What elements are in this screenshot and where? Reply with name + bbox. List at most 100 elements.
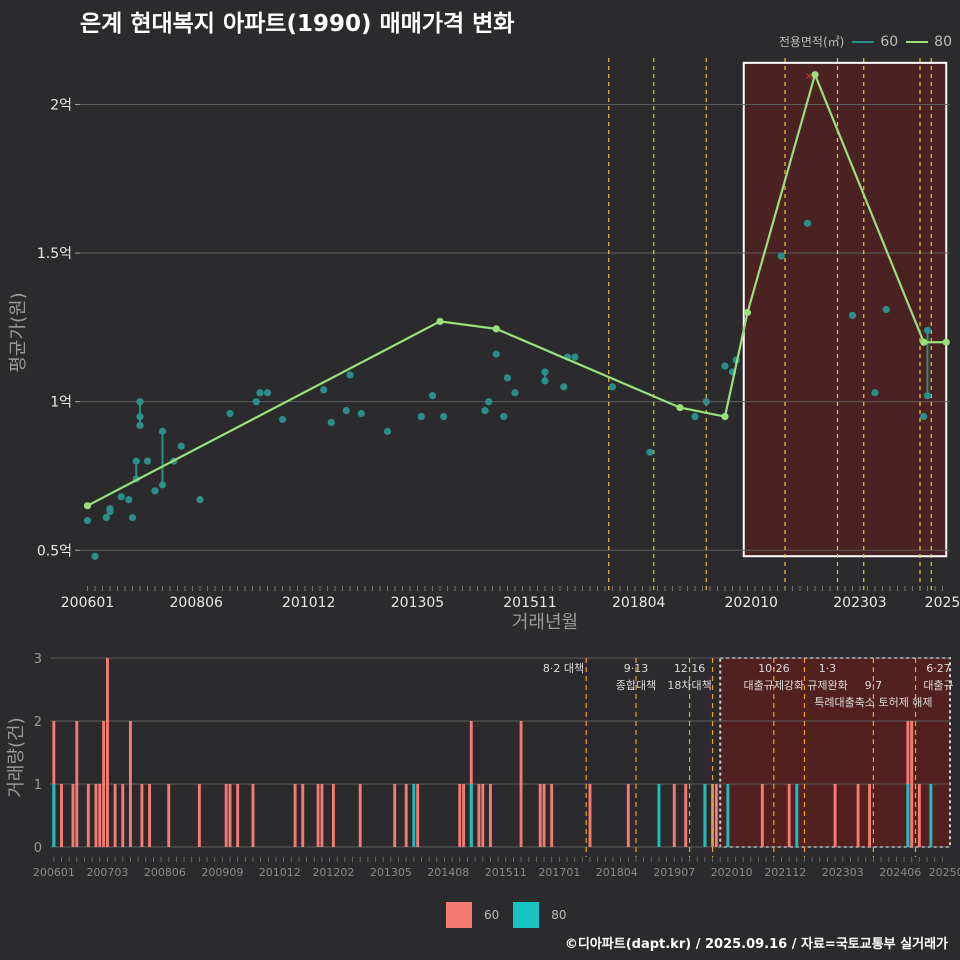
bar-60 bbox=[833, 784, 837, 847]
bar-80 bbox=[52, 784, 56, 847]
bar-60 bbox=[86, 784, 90, 847]
bar-60 bbox=[550, 784, 554, 847]
series-80-point bbox=[743, 308, 752, 317]
series-60-point bbox=[511, 389, 519, 397]
legend-top-title: 전용면적(㎡) bbox=[778, 35, 845, 49]
bar-60 bbox=[488, 784, 492, 847]
x-tick-label: 200806 bbox=[144, 866, 186, 879]
policy-label: 18차대책 bbox=[667, 679, 711, 692]
policy-label: 대출규제강화 bbox=[743, 679, 804, 692]
chart-title: 은계 현대복지 아파트(1990) 매매가격 변화 bbox=[80, 11, 515, 37]
series-60-point bbox=[541, 377, 549, 385]
bar-60 bbox=[197, 784, 201, 847]
peak-marker-icon: × bbox=[804, 70, 813, 83]
bar-60 bbox=[416, 784, 420, 847]
series-60-point bbox=[158, 427, 167, 435]
x-tick-label: 2025 bbox=[925, 595, 960, 611]
series-60-point bbox=[117, 493, 125, 501]
bar-60 bbox=[228, 784, 232, 847]
legend-swatch-60-icon bbox=[446, 902, 472, 928]
bar-60 bbox=[301, 784, 305, 847]
x-tick-label: 202112 bbox=[764, 866, 806, 879]
legend-bottom: 60 80 bbox=[446, 902, 581, 928]
series-60-point bbox=[83, 516, 92, 525]
bar-60 bbox=[224, 784, 228, 847]
bar-60 bbox=[251, 784, 255, 847]
bar-80 bbox=[929, 784, 933, 847]
legend-top-label-60: 60 bbox=[880, 33, 899, 50]
policy-label: 9·7 bbox=[865, 679, 883, 692]
series-60-point bbox=[143, 457, 152, 465]
bar-60 bbox=[787, 784, 791, 847]
y-tick-label: 1.5억 bbox=[37, 246, 72, 262]
bar-60 bbox=[868, 784, 872, 847]
legend-top-label-80: 80 bbox=[934, 33, 952, 50]
series-60-point bbox=[481, 406, 489, 415]
volume-chart: 0 1 2 3 8·2 대책 9·13 종합대책 12·16 18차대책 10·26 대출규제강화 1… bbox=[6, 652, 960, 879]
x-tick-label: 201305 bbox=[391, 595, 444, 611]
x-tick-label: 200909 bbox=[201, 866, 243, 879]
x-tick-label: 201804 bbox=[612, 595, 666, 611]
series-60-point bbox=[128, 513, 137, 522]
highlight-box bbox=[742, 61, 948, 558]
series-60-point bbox=[492, 350, 500, 358]
y-tick-label: 2억 bbox=[50, 97, 72, 113]
bar-60 bbox=[140, 784, 144, 847]
y-tick-label: 0 bbox=[34, 841, 42, 856]
series-60-point bbox=[503, 374, 512, 382]
series-60-point bbox=[428, 392, 437, 400]
series-60-point bbox=[91, 552, 99, 560]
series-80-point bbox=[436, 317, 444, 326]
bar-60 bbox=[316, 784, 320, 847]
bar-60 bbox=[519, 721, 523, 847]
bar-80 bbox=[469, 784, 473, 847]
series-60-point bbox=[383, 427, 392, 435]
bar-60 bbox=[626, 784, 630, 847]
series-60-point bbox=[646, 448, 654, 456]
legend-top: 전용면적(㎡) 60 80 bbox=[779, 33, 952, 50]
series-60-point bbox=[125, 496, 133, 504]
series-60-point bbox=[278, 415, 287, 424]
legend-line-60-icon bbox=[852, 40, 875, 43]
x-tick-label: 201511 bbox=[503, 595, 556, 611]
bar-60 bbox=[98, 784, 102, 847]
policy-label: 대출규 bbox=[923, 679, 953, 692]
policy-label: 규제완화 bbox=[807, 679, 847, 692]
bar-80 bbox=[703, 784, 707, 847]
bar-60 bbox=[167, 784, 171, 847]
series-60-point bbox=[721, 362, 729, 370]
policy-label: 10·26 bbox=[758, 662, 790, 675]
series-60-point bbox=[777, 252, 785, 260]
policy-label: 9·13 bbox=[624, 662, 649, 675]
x-tick-label: 20250 bbox=[929, 866, 960, 879]
bar-60 bbox=[393, 784, 397, 847]
series-60-point bbox=[608, 383, 617, 391]
series-60-point bbox=[871, 389, 879, 397]
y-axis-title: 거래량(건) bbox=[6, 717, 27, 797]
series-80-point bbox=[492, 325, 500, 333]
x-tick-label: 201202 bbox=[312, 866, 354, 879]
x-tick-label: 201907 bbox=[653, 866, 695, 879]
series-80-point bbox=[676, 404, 684, 412]
bar-60 bbox=[236, 784, 240, 847]
series-60-point bbox=[136, 412, 144, 421]
bar-60 bbox=[128, 721, 132, 847]
y-tick-label: 1 bbox=[34, 778, 42, 793]
series-60-point bbox=[848, 311, 857, 320]
bar-60 bbox=[684, 784, 688, 847]
x-tick-label: 201305 bbox=[370, 866, 412, 879]
series-60-point bbox=[196, 496, 204, 504]
bar-60 bbox=[105, 658, 109, 847]
series-60-point bbox=[102, 513, 110, 522]
y-axis-title: 평균가(원) bbox=[8, 292, 29, 372]
price-chart: 0.5억 1억 1.5억 2억 200601 200806 201012 201305 2015… bbox=[8, 58, 960, 633]
bar-60 bbox=[542, 784, 546, 847]
legend-swatch-80-icon bbox=[513, 902, 540, 928]
series-60-point bbox=[256, 389, 264, 397]
bar-80 bbox=[657, 784, 661, 847]
bar-60 bbox=[94, 784, 98, 847]
bar-60 bbox=[458, 784, 462, 847]
series-60-point bbox=[500, 412, 508, 421]
series-60-point bbox=[691, 412, 699, 421]
y-tick-label: 1억 bbox=[50, 395, 72, 411]
